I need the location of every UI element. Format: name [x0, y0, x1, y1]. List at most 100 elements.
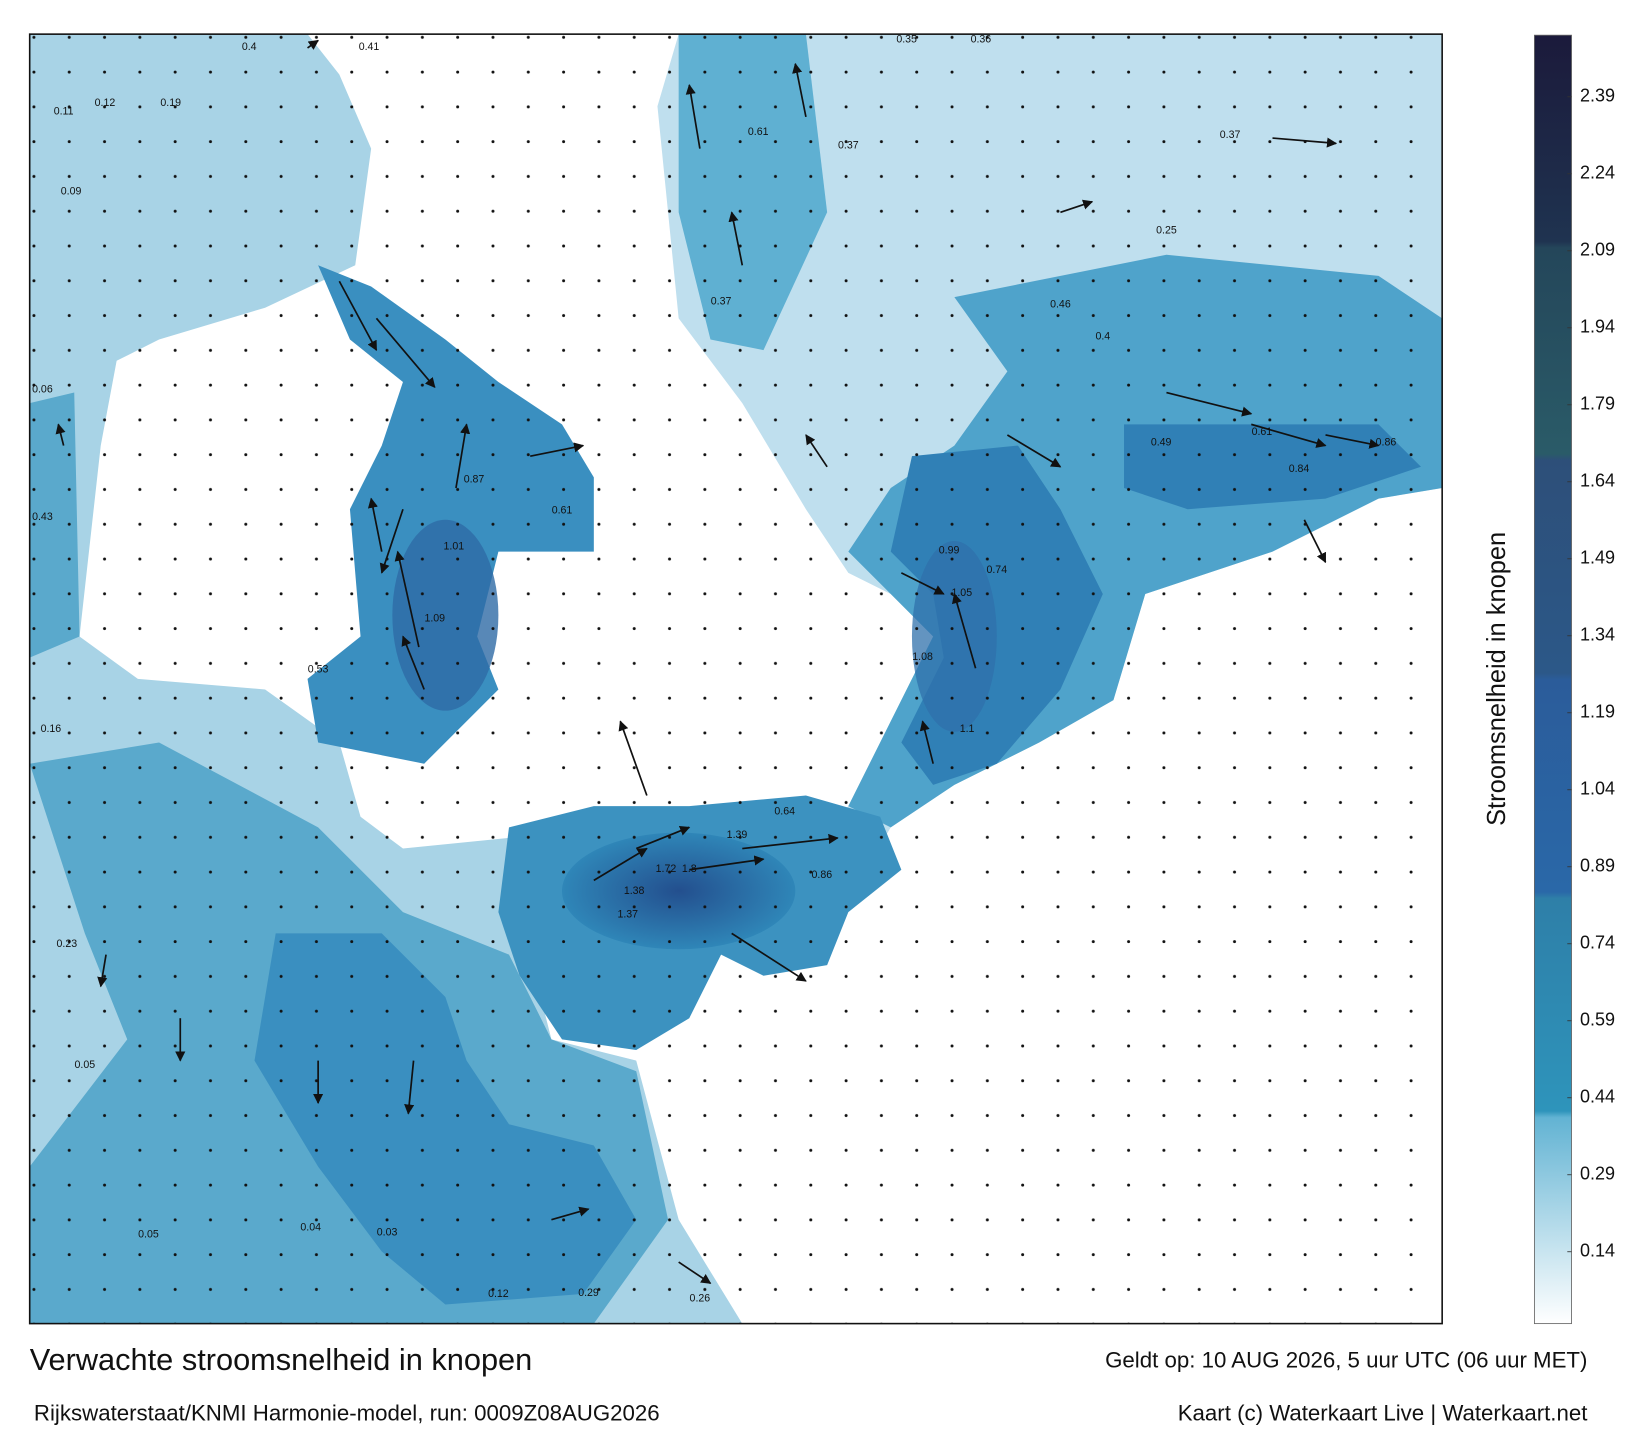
current-value: 0.23: [56, 938, 77, 950]
current-value: 0.05: [75, 1059, 96, 1071]
current-arrow: [919, 720, 934, 764]
current-arrow: [1251, 423, 1327, 448]
current-value: 0.16: [41, 723, 62, 735]
map-area: 0.4 0.41 0.11 0.12 0.19 0.09 0.06 0.43 0.16 0.23 0…: [29, 34, 1443, 1324]
current-value: 1.37: [617, 908, 638, 920]
colorbar-label: Stroomsnelheid in knopen: [1483, 532, 1511, 826]
colorbar-tick-label: 0.29: [1580, 1164, 1615, 1184]
colorbar: [1533, 34, 1572, 1325]
current-value: 0.41: [359, 41, 380, 53]
current-value: 0.4: [242, 41, 257, 53]
colorbar-tick-label: 2.24: [1580, 163, 1615, 183]
current-value: 0.19: [160, 97, 181, 109]
current-arrow: [1325, 434, 1380, 449]
current-value: 0.84: [1289, 463, 1310, 475]
current-arrow: [379, 508, 404, 574]
current-arrow: [728, 211, 744, 266]
current-arrow: [1006, 434, 1062, 468]
current-arrow: [55, 423, 66, 446]
current-value: 1.09: [424, 613, 445, 625]
current-value: 0.86: [1376, 437, 1397, 449]
current-arrows: [55, 39, 1380, 1285]
current-value: 0.99: [939, 545, 960, 557]
current-value: 0.36: [971, 34, 992, 46]
colorbar-tick-label: 0.89: [1580, 856, 1615, 876]
colorbar-ticks: 0.14 0.29 0.44 0.59 0.74 0.89 1.04 1.19 1.34 1.49…: [1567, 86, 1615, 1261]
current-arrow: [530, 442, 585, 458]
current-value: 0.04: [300, 1221, 321, 1233]
current-value: 0.74: [986, 564, 1007, 576]
current-value: 0.35: [896, 34, 917, 46]
current-value: 0.05: [138, 1229, 159, 1241]
colorbar-tick-label: 0.44: [1580, 1087, 1615, 1107]
current-value: 0.87: [464, 474, 485, 486]
current-arrow: [685, 84, 701, 149]
current-arrow: [805, 434, 828, 468]
current-value: 0.26: [690, 1292, 711, 1304]
current-arrow: [97, 954, 108, 988]
colorbar-tick-label: 1.34: [1580, 625, 1615, 645]
current-value: 1.39: [727, 829, 748, 841]
current-value: 1.72: [656, 863, 677, 875]
current-value: 0.53: [308, 664, 329, 676]
current-value: 0.03: [377, 1227, 398, 1239]
current-arrow: [635, 826, 691, 850]
current-arrow: [401, 635, 425, 690]
current-value: 0.37: [1220, 129, 1241, 141]
current-value: 0.64: [774, 806, 795, 818]
colorbar-tick-label: 1.04: [1580, 779, 1615, 799]
current-arrow: [689, 855, 765, 871]
colorbar-tick-label: 2.39: [1580, 86, 1615, 106]
current-arrow: [404, 1060, 415, 1115]
current-value: 0.06: [32, 384, 53, 396]
current-value: 0.11: [54, 106, 74, 118]
current-arrow: [618, 720, 648, 796]
current-arrow: [1166, 391, 1253, 417]
colorbar-tick-label: 0.59: [1580, 1010, 1615, 1030]
current-value: 0.49: [1151, 437, 1172, 449]
current-arrow: [307, 39, 319, 50]
valid-time: Geldt op: 10 AUG 2026, 5 uur UTC (06 uur…: [1105, 1348, 1587, 1373]
current-arrow: [367, 497, 383, 552]
current-value: 0.09: [61, 185, 82, 197]
current-arrow: [1303, 519, 1327, 564]
current-value: 0.61: [1252, 426, 1273, 438]
current-labels: 0.4 0.41 0.11 0.12 0.19 0.09 0.06 0.43 0.16 0.23 0…: [32, 34, 1397, 1304]
colorbar-tick-label: 0.74: [1580, 933, 1615, 953]
current-value: 0.46: [1050, 299, 1071, 311]
current-value: 1.8: [682, 863, 697, 875]
current-value: 0.61: [552, 504, 573, 516]
current-arrow: [900, 572, 945, 595]
current-value: 0.4: [1095, 331, 1110, 343]
current-value: 0.37: [838, 140, 859, 152]
current-value: 1.05: [951, 587, 972, 599]
colorbar-tick-label: 1.49: [1580, 548, 1615, 568]
current-value: 0.29: [578, 1287, 599, 1299]
colorbar-tick-label: 1.19: [1580, 702, 1615, 722]
current-arrow: [375, 317, 436, 389]
current-value: 0.12: [95, 97, 116, 109]
current-arrow: [951, 593, 977, 669]
current-arrow: [394, 550, 420, 648]
current-value: 0.61: [748, 126, 769, 138]
title: Verwachte stroomsnelheid in knopen: [30, 1342, 533, 1377]
current-value: 0.43: [32, 511, 53, 523]
current-arrow: [338, 280, 378, 352]
current-value: 0.37: [711, 296, 732, 308]
current-arrow: [551, 1206, 590, 1221]
current-value: 1.1: [960, 723, 975, 735]
current-arrow: [792, 62, 807, 118]
current-arrow: [1060, 199, 1094, 214]
current-arrow: [593, 847, 648, 882]
current-arrow: [1272, 137, 1338, 148]
subtitle: Rijkswaterstaat/KNMI Harmonie-model, run…: [34, 1401, 660, 1426]
current-arrow: [455, 423, 471, 489]
colorbar-tick-label: 1.64: [1580, 471, 1615, 491]
current-value: 0.12: [488, 1288, 509, 1300]
colorbar-tick-label: 0.14: [1580, 1241, 1615, 1261]
current-arrow: [678, 1261, 712, 1285]
colorbar-tick-label: 2.09: [1580, 240, 1615, 260]
current-value: 0.25: [1156, 224, 1177, 236]
